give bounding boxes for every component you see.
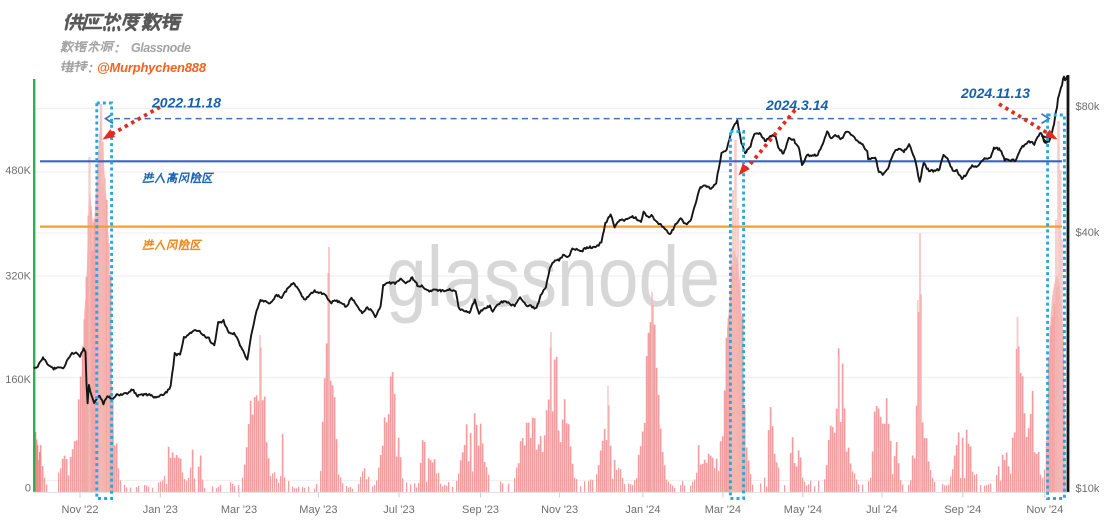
svg-text:$80k: $80k	[1076, 101, 1100, 113]
svg-text:$40k: $40k	[1076, 227, 1100, 239]
svg-text:Nov '24: Nov '24	[1026, 504, 1063, 516]
svg-text:Glassnode: Glassnode	[131, 41, 191, 55]
svg-text:Jan '23: Jan '23	[143, 504, 178, 516]
svg-text:160K: 160K	[5, 374, 31, 386]
svg-text:@Murphychen888: @Murphychen888	[97, 60, 207, 75]
svg-text:Mar '24: Mar '24	[705, 504, 741, 516]
svg-text:Nov '23: Nov '23	[541, 504, 578, 516]
svg-text:2024.11.13: 2024.11.13	[960, 85, 1030, 101]
svg-text:Mar '23: Mar '23	[221, 504, 257, 516]
svg-text:Jul '24: Jul '24	[866, 504, 897, 516]
svg-text:$10k: $10k	[1076, 483, 1100, 495]
svg-text:Nov '22: Nov '22	[62, 504, 99, 516]
svg-text:Sep '24: Sep '24	[944, 504, 981, 516]
svg-text:Jan '24: Jan '24	[625, 504, 660, 516]
svg-text:0: 0	[25, 483, 31, 495]
svg-text:May '24: May '24	[784, 504, 822, 516]
svg-text:Sep '23: Sep '23	[462, 504, 499, 516]
svg-text:May '23: May '23	[299, 504, 337, 516]
svg-text:2024.3.14: 2024.3.14	[765, 97, 828, 113]
svg-text:320K: 320K	[5, 271, 31, 283]
svg-text:2022.11.18: 2022.11.18	[151, 95, 221, 111]
svg-text:Jul '23: Jul '23	[383, 504, 414, 516]
svg-text:glassnode: glassnode	[386, 230, 720, 325]
svg-text:480K: 480K	[5, 165, 31, 177]
